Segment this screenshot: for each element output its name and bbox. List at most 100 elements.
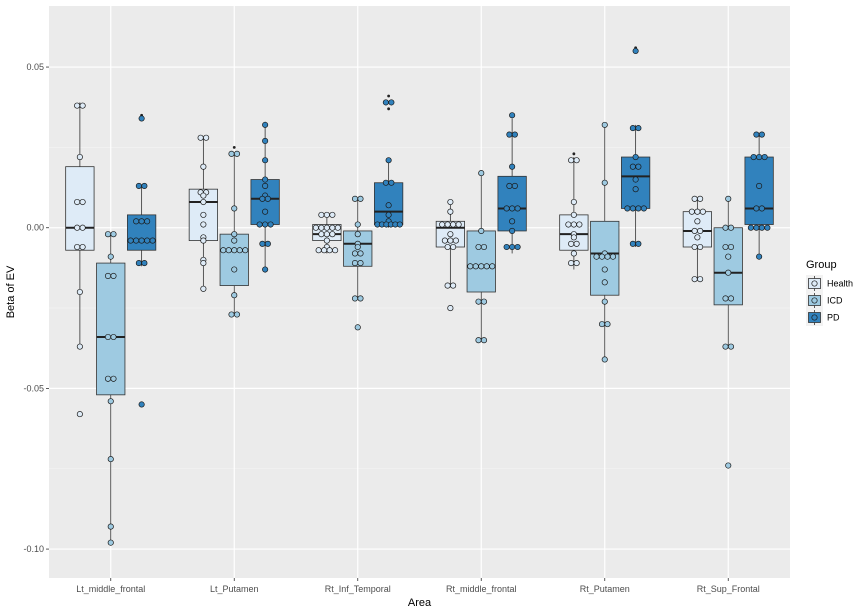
box-body (621, 156, 651, 209)
data-point (357, 260, 364, 267)
box-body (127, 214, 157, 251)
data-point (233, 150, 241, 157)
data-point (691, 227, 698, 234)
data-point (632, 47, 639, 55)
data-point (697, 276, 704, 283)
data-point (79, 243, 86, 251)
data-point (573, 240, 580, 247)
data-point (354, 231, 361, 238)
data-point (447, 198, 454, 206)
box-health-rt_inf_temporal (312, 211, 342, 254)
data-point (107, 539, 114, 546)
data-point (480, 298, 488, 305)
data-point (382, 179, 389, 186)
data-point (318, 231, 325, 238)
data-point (149, 237, 156, 244)
data-point (573, 157, 580, 164)
data-point (312, 224, 319, 231)
data-point (725, 269, 732, 276)
box-health-rt_putamen (559, 152, 589, 270)
data-point (110, 375, 117, 382)
legend-key-icd (806, 292, 823, 309)
data-point (200, 192, 207, 199)
box-icd-rt_putamen (590, 121, 620, 363)
data-point (110, 231, 117, 238)
data-point (753, 205, 760, 212)
data-point (722, 295, 729, 302)
y-axis-title: Beta of EV (5, 265, 17, 318)
data-point (107, 398, 114, 405)
data-point (79, 198, 86, 206)
data-point (354, 243, 361, 251)
data-point (753, 131, 760, 138)
data-point (758, 205, 765, 212)
data-point (74, 102, 81, 109)
data-point (318, 211, 325, 218)
data-point (450, 282, 457, 289)
x-tick-label: Rt_Sup_Frontal (697, 584, 760, 594)
data-point (570, 221, 577, 228)
data-point (475, 243, 482, 251)
data-point (761, 153, 768, 161)
data-point (688, 208, 695, 215)
data-point (727, 224, 735, 231)
data-point (138, 401, 145, 408)
legend-key-pd (806, 309, 823, 326)
box-body (96, 262, 126, 396)
data-point (697, 243, 704, 251)
data-point (220, 247, 227, 254)
data-point (351, 250, 359, 257)
data-point (242, 247, 249, 254)
data-point (200, 237, 207, 244)
box-icd-rt_inf_temporal (343, 195, 373, 331)
box-pd-rt_inf_temporal (374, 94, 404, 228)
data-point (79, 102, 86, 109)
data-point (725, 195, 732, 202)
data-point (480, 243, 488, 251)
data-point (725, 462, 732, 469)
data-point (231, 237, 238, 244)
data-point (351, 195, 359, 202)
data-point (727, 295, 735, 302)
data-point (323, 224, 330, 231)
data-point (509, 227, 516, 234)
data-point (503, 243, 510, 251)
data-point (576, 221, 583, 228)
data-point (318, 224, 325, 231)
legend-key-point (811, 280, 818, 287)
data-point (568, 240, 575, 247)
data-point (231, 231, 238, 238)
data-point (231, 292, 238, 299)
outlier-point (387, 107, 391, 111)
data-point (509, 163, 516, 170)
data-point (629, 125, 636, 132)
data-point (503, 205, 510, 212)
data-point (76, 288, 83, 296)
data-point (104, 375, 112, 382)
data-point (565, 221, 572, 228)
data-point (570, 234, 577, 241)
data-point (133, 237, 140, 244)
box-body (682, 211, 712, 248)
data-point (107, 456, 114, 463)
data-point (478, 263, 485, 270)
x-tick-label: Rt_Putamen (580, 584, 630, 594)
data-point (354, 221, 361, 228)
legend-label-pd: PD (827, 313, 840, 323)
data-point (200, 260, 207, 267)
box-pd-rt_middle_frontal (497, 112, 527, 254)
data-point (694, 208, 701, 215)
data-point (388, 179, 395, 186)
data-point (472, 263, 479, 270)
data-point (351, 295, 359, 302)
box-pd-rt_putamen (621, 46, 651, 248)
box-health-lt_middle_frontal (65, 102, 95, 418)
data-point (629, 163, 636, 170)
data-point (107, 523, 114, 530)
data-point (697, 195, 704, 202)
data-point (722, 224, 729, 231)
data-point (568, 260, 575, 267)
data-point (444, 282, 451, 289)
data-point (699, 208, 706, 215)
y-tick-label: 0.05 (26, 62, 44, 72)
